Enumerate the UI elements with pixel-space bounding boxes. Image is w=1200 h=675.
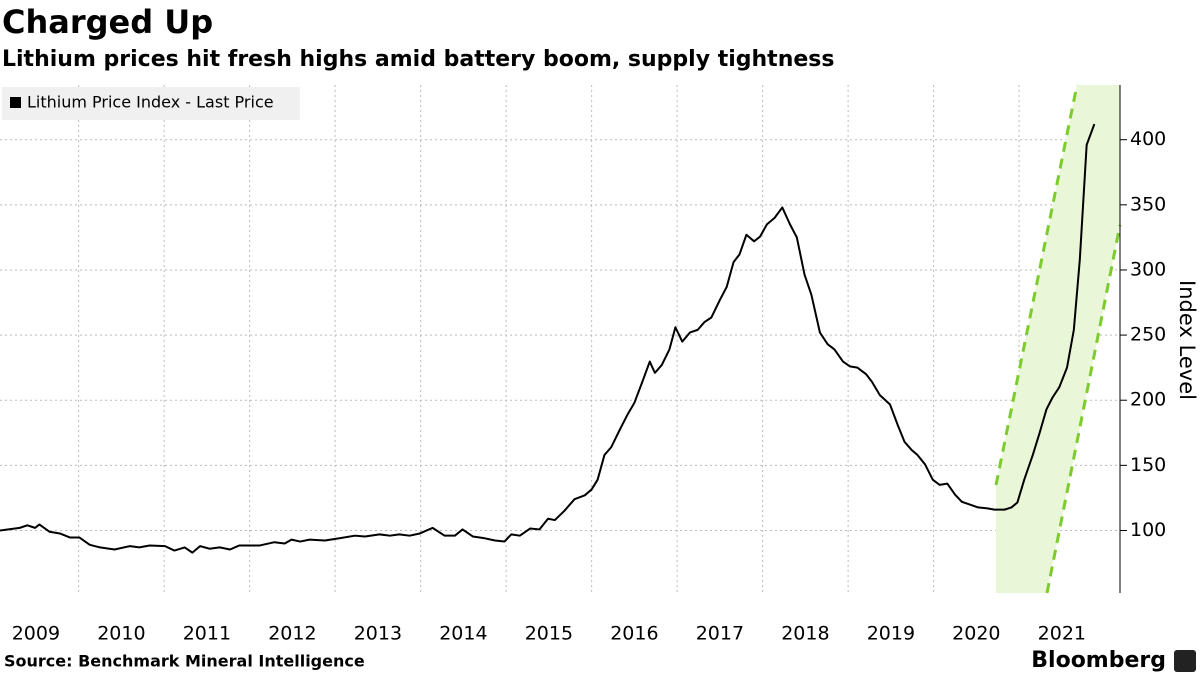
y-tick-label: 250	[1130, 324, 1166, 346]
grid	[0, 85, 1120, 593]
x-tick-label: 2021	[1038, 623, 1086, 645]
y-tick-label: 150	[1130, 454, 1166, 476]
y-tick-label: 100	[1130, 519, 1166, 541]
chart-title: Charged Up	[2, 3, 213, 41]
y-tick-label: 350	[1130, 193, 1166, 215]
x-tick-label: 2015	[525, 623, 573, 645]
trend-upper	[994, 84, 1079, 486]
brand-icon	[1174, 650, 1196, 672]
x-tick-label: 2018	[781, 623, 829, 645]
legend: Lithium Price Index - Last Price	[2, 87, 300, 120]
x-tick-label: 2017	[696, 623, 744, 645]
x-tick-label: 2012	[268, 623, 316, 645]
x-tick-label: 2019	[867, 623, 915, 645]
source: Source: Benchmark Mineral Intelligence	[4, 652, 365, 671]
y-tick-label: 300	[1130, 258, 1166, 280]
x-tick-label: 2009	[12, 623, 60, 645]
y-axis-label: Index Level	[1175, 280, 1199, 400]
x-tick-label: 2011	[183, 623, 231, 645]
brand: Bloomberg	[1031, 648, 1166, 673]
y-tick-label: 400	[1130, 128, 1166, 150]
trend-channel	[996, 85, 1120, 593]
y-tick-label: 200	[1130, 389, 1166, 411]
x-tick-label: 2010	[97, 623, 145, 645]
x-tick-label: 2014	[439, 623, 487, 645]
x-tick-label: 2013	[354, 623, 402, 645]
x-tick-label: 2016	[610, 623, 658, 645]
price-line	[0, 123, 1096, 554]
chart-subtitle: Lithium prices hit fresh highs amid batt…	[2, 47, 834, 72]
trend-lower	[1045, 224, 1122, 594]
x-tick-label: 2020	[952, 623, 1000, 645]
legend-box	[2, 87, 300, 120]
legend-swatch	[10, 97, 21, 108]
legend-label: Lithium Price Index - Last Price	[27, 93, 274, 112]
